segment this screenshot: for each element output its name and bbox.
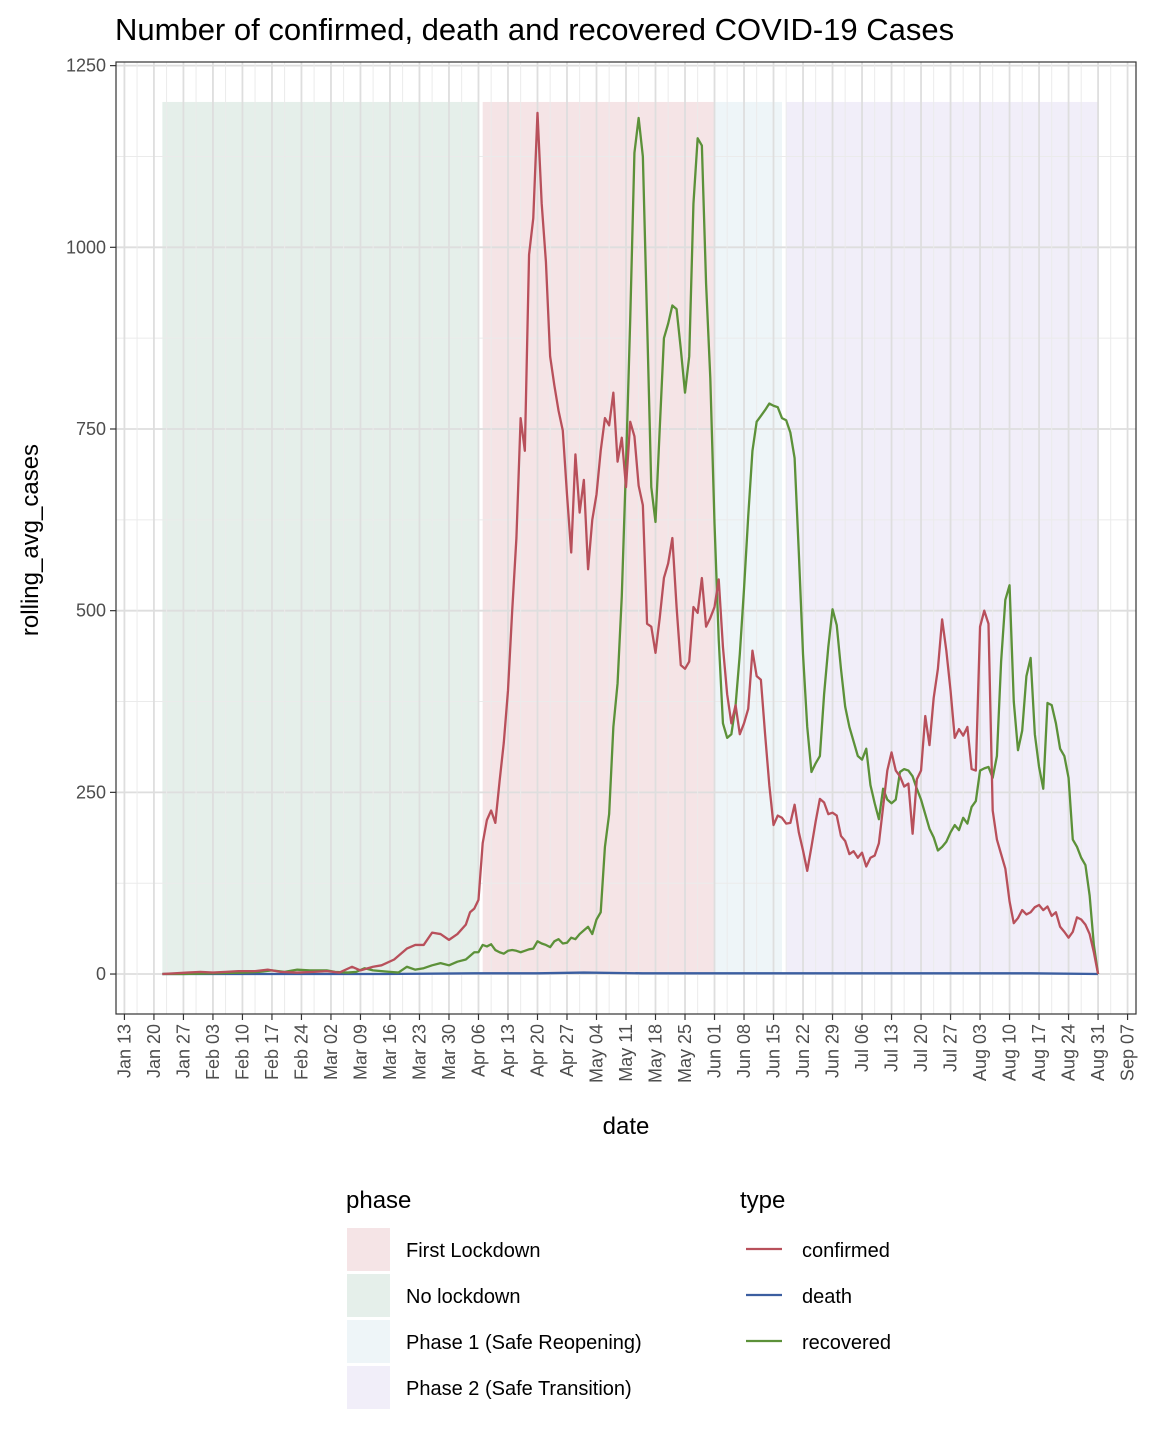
x-tick-label: Jul 06: [852, 1024, 872, 1072]
x-tick-label: Aug 17: [1029, 1024, 1049, 1081]
x-tick-label: Aug 10: [1000, 1024, 1020, 1081]
y-tick-label: 750: [76, 419, 106, 439]
legend-phase: phase First Lockdown No lockdown Phase 1 (…: [346, 1187, 642, 1409]
legend-type-label: recovered: [802, 1332, 891, 1354]
x-tick-label: Aug 03: [970, 1024, 990, 1081]
x-tick-label: Jun 15: [764, 1024, 784, 1078]
y-tick-label: 250: [76, 782, 106, 802]
x-tick-label: Mar 09: [350, 1024, 370, 1080]
x-tick-label: Jun 22: [793, 1024, 813, 1078]
x-tick-label: Apr 27: [557, 1024, 577, 1077]
x-tick-label: Mar 02: [321, 1024, 341, 1080]
x-tick-label: Feb 10: [232, 1024, 252, 1080]
x-tick-label: May 04: [587, 1024, 607, 1083]
x-tick-label: Feb 24: [291, 1024, 311, 1080]
x-tick-label: Jul 13: [882, 1024, 902, 1072]
legend-phase-label: Phase 2 (Safe Transition): [406, 1378, 632, 1400]
series-lines: [162, 111, 1100, 976]
x-tick-label: Apr 20: [527, 1024, 547, 1077]
x-tick-label: Jun 08: [734, 1024, 754, 1078]
x-axis: Jan 13 Jan 20 Jan 27 Feb 03 Feb 10 Feb 17 Feb …: [114, 1014, 1138, 1083]
x-tick-label: Jul 27: [941, 1024, 961, 1072]
chart-title: Number of confirmed, death and recovered…: [115, 12, 954, 47]
x-tick-label: Jun 01: [705, 1024, 725, 1078]
x-tick-label: May 11: [616, 1024, 636, 1082]
y-tick-label: 1000: [66, 237, 106, 257]
legend-phase-label: Phase 1 (Safe Reopening): [406, 1332, 642, 1354]
phase-bands: [162, 101, 1099, 975]
series-line-confirmed: [162, 111, 1100, 976]
x-tick-label: May 25: [675, 1024, 695, 1083]
x-tick-label: Apr 13: [498, 1024, 518, 1077]
phase-band-1: [162, 101, 479, 975]
legend-type-title: type: [740, 1187, 785, 1214]
y-axis-title: rolling_avg_cases: [17, 444, 44, 636]
y-tick-label: 0: [96, 964, 106, 984]
x-tick-label: Apr 06: [468, 1024, 488, 1077]
legend-phase-key: [347, 1320, 390, 1363]
x-tick-label: May 18: [646, 1024, 666, 1083]
legend-phase-key: [347, 1274, 390, 1317]
y-axis: 0 250 500 750 1000 1250: [66, 56, 116, 984]
x-tick-label: Jan 27: [173, 1024, 193, 1078]
x-tick-label: Aug 24: [1059, 1024, 1079, 1081]
legend-phase-title: phase: [346, 1187, 411, 1214]
x-tick-label: Sep 07: [1118, 1024, 1138, 1081]
legend-type-label: death: [802, 1286, 852, 1308]
x-tick-label: Feb 17: [262, 1024, 282, 1080]
x-tick-label: Feb 03: [203, 1024, 223, 1080]
x-tick-label: Jan 20: [144, 1024, 164, 1078]
phase-band-2: [714, 101, 782, 975]
x-tick-label: Jun 29: [823, 1024, 843, 1078]
legend-phase-key: [347, 1366, 390, 1409]
x-tick-label: Jul 20: [911, 1024, 931, 1072]
x-tick-label: Mar 30: [439, 1024, 459, 1080]
legend-type-label: confirmed: [802, 1240, 890, 1262]
x-axis-title: date: [603, 1113, 650, 1140]
legend-phase-label: No lockdown: [406, 1286, 521, 1308]
legend-type: type confirmed death recovered: [740, 1187, 891, 1354]
series-line-recovered: [162, 116, 1100, 976]
x-tick-label: Aug 31: [1088, 1024, 1108, 1081]
x-tick-label: Jan 13: [114, 1024, 134, 1078]
y-tick-label: 500: [76, 601, 106, 621]
x-tick-label: Mar 23: [409, 1024, 429, 1080]
legend-phase-key: [347, 1228, 390, 1271]
series-line-death: [162, 971, 1099, 976]
legend-phase-label: First Lockdown: [406, 1240, 541, 1262]
y-tick-label: 1250: [66, 56, 106, 76]
x-tick-label: Mar 16: [380, 1024, 400, 1080]
